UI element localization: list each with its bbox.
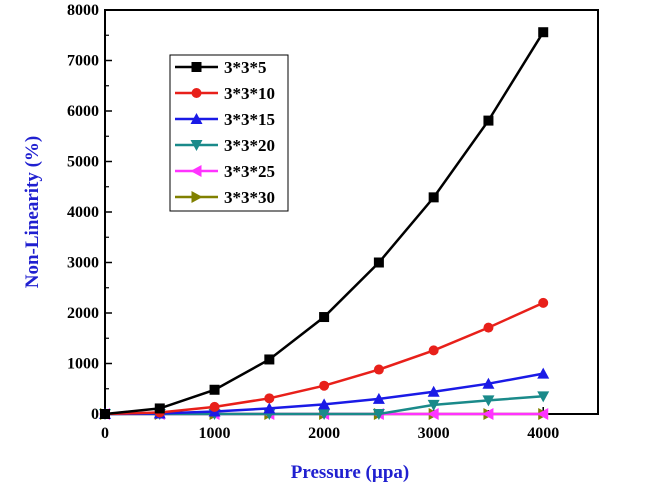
data-point [427,385,440,397]
legend-marker [190,113,203,124]
legend-marker [191,62,202,72]
data-point [373,364,384,375]
data-point [538,297,549,308]
data-point [427,399,440,411]
data-point [482,377,495,389]
data-point [209,401,220,412]
data-point [319,380,330,391]
legend-label: 3*3*5 [224,58,267,77]
y-tick-label: 5000 [67,154,99,171]
legend-label: 3*3*15 [224,110,275,129]
y-tick-label: 1000 [67,356,99,373]
data-point [372,392,385,404]
data-point [428,345,439,356]
data-point [209,384,220,395]
x-tick-label: 2000 [308,425,340,442]
data-point [537,408,549,420]
x-tick-label: 3000 [418,425,450,442]
data-point [319,312,330,323]
legend: 3*3*5 3*3*10 3*3*15 3*3*20 3*3*25 3*3*30 [169,54,289,212]
x-tick-label: 4000 [527,425,559,442]
legend-label: 3*3*25 [224,162,275,181]
data-point [318,409,331,420]
data-point [264,354,275,365]
y-tick-label: 4000 [67,204,99,221]
legend-marker [190,165,202,177]
x-tick-label: 1000 [199,425,231,442]
data-point [428,192,439,203]
y-axis-title: Non-Linearity (%) [22,136,43,289]
y-tick-label: 3000 [67,255,99,272]
legend-marker [190,140,203,151]
data-point [318,398,331,410]
legend-marker [191,191,203,203]
legend-label: 3*3*30 [224,188,275,207]
data-point [483,322,494,333]
data-point [482,395,495,407]
data-point [537,367,550,379]
x-axis-title: Pressure (µpa) [291,462,409,483]
legend-label: 3*3*20 [224,136,275,155]
legend-marker [191,88,202,98]
series-layer [99,27,550,420]
data-point [537,391,550,403]
legend-label: 3*3*10 [224,84,275,103]
data-point [264,393,275,404]
legend-box [169,54,289,212]
data-point [372,409,385,420]
data-point [154,403,165,414]
data-point [483,115,494,126]
data-point [100,409,110,419]
data-point [373,257,384,268]
y-tick-label: 2000 [67,305,99,322]
y-tick-label: 0 [91,406,99,423]
data-point [427,408,439,420]
data-point [538,27,549,38]
series-3x3x5 [100,27,549,419]
data-point [263,402,276,414]
x-tick-label: 0 [101,425,109,442]
y-tick-label: 8000 [67,2,99,19]
y-tick-label: 7000 [67,53,99,70]
y-tick-label: 6000 [67,103,99,120]
y-axis: 0 1000 2000 3000 4000 5000 6000 7000 8000 [67,2,112,423]
series-3x3x10 [100,297,549,419]
data-point [482,408,494,420]
